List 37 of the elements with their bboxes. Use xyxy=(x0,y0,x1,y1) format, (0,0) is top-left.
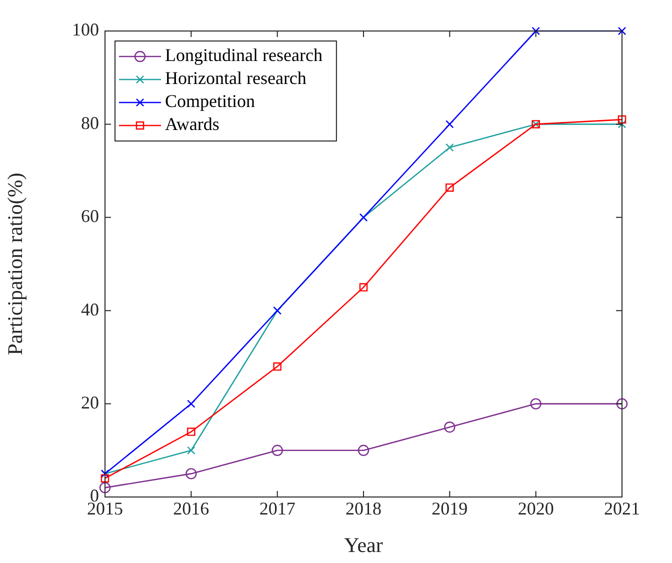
point xyxy=(618,26,626,36)
point xyxy=(618,120,626,128)
x-tick-label: 2016 xyxy=(173,498,210,519)
x-tick-label: 2020 xyxy=(518,498,554,519)
y-tick-label: 80 xyxy=(81,112,99,133)
x-tick-label: 2017 xyxy=(259,498,296,519)
point xyxy=(187,400,196,408)
point xyxy=(186,468,197,480)
y-tick-label: 40 xyxy=(81,299,99,320)
point xyxy=(359,283,368,292)
x-tick-label: 2018 xyxy=(346,498,382,519)
legend-label: Competition xyxy=(165,91,255,112)
point xyxy=(273,362,282,371)
point xyxy=(530,398,542,410)
point xyxy=(187,428,196,436)
y-tick-label: 20 xyxy=(81,392,99,413)
point xyxy=(618,115,626,124)
point xyxy=(446,183,454,192)
point xyxy=(532,26,540,36)
point xyxy=(444,422,456,433)
point xyxy=(616,398,628,410)
point xyxy=(446,143,454,152)
point xyxy=(272,444,283,456)
point xyxy=(187,446,196,455)
point xyxy=(100,474,110,482)
point xyxy=(99,482,111,494)
x-tick-label: 2019 xyxy=(432,498,468,519)
legend-label: Longitudinal research xyxy=(165,45,322,66)
x-tick-label: 2021 xyxy=(604,498,640,519)
legend-label: Awards xyxy=(165,114,220,134)
y-tick-label: 60 xyxy=(81,206,99,226)
x-axis-title: Year xyxy=(344,532,383,557)
y-axis-title: Participation ratio(%) xyxy=(3,172,28,356)
y-tick-label: 100 xyxy=(72,20,99,40)
point xyxy=(446,120,454,128)
legend-label: Horizontal research xyxy=(165,68,306,88)
point xyxy=(358,444,370,456)
